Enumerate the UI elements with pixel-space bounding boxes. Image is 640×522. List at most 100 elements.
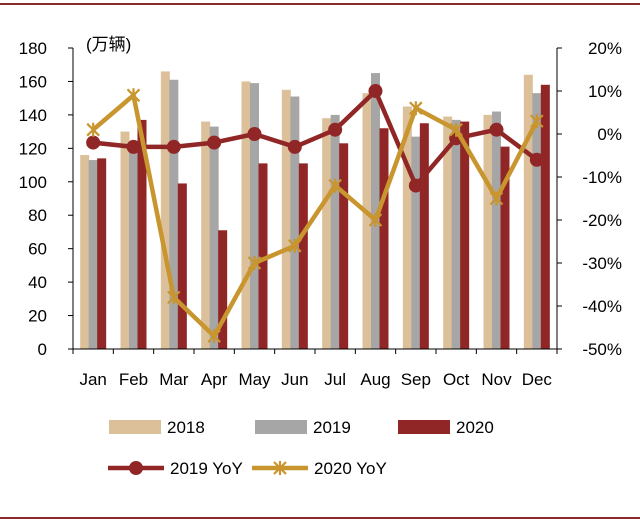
x-tick-label-jan: Jan bbox=[79, 370, 106, 389]
x-tick-label-sep: Sep bbox=[401, 370, 431, 389]
bar-2019-jul bbox=[330, 114, 340, 349]
bar-2019-aug bbox=[371, 73, 380, 349]
bar-2018-jul bbox=[322, 118, 332, 349]
line-2020-yoy bbox=[91, 93, 539, 339]
point-2020-yoy-oct bbox=[449, 122, 463, 137]
left-tick-label: 180 bbox=[19, 39, 47, 58]
bar-2018-sep bbox=[402, 106, 412, 350]
bar-2020-aug bbox=[379, 128, 389, 349]
bar-2020-mar bbox=[177, 183, 187, 349]
unit-label: (万辆) bbox=[86, 35, 131, 54]
point-2019-yoy-mar bbox=[166, 139, 181, 154]
bar-2020-jan bbox=[97, 158, 107, 349]
point-2020-yoy-aug bbox=[368, 213, 383, 227]
left-tick-label: 140 bbox=[19, 106, 47, 125]
legend-swatch-2019 bbox=[255, 420, 307, 434]
bar-2018-dec bbox=[523, 74, 533, 349]
bar-2019-apr bbox=[209, 126, 219, 349]
bar-2020-jul bbox=[339, 143, 349, 349]
bar-2018-apr bbox=[201, 121, 211, 349]
x-tick-label-dec: Dec bbox=[522, 370, 553, 389]
legend: 2018 2019 2020 2019 YoY 2020 YoY bbox=[108, 418, 494, 478]
right-tick-label: -20% bbox=[582, 211, 622, 230]
legend-label-2019: 2019 bbox=[313, 418, 351, 437]
point-2020-yoy-sep bbox=[409, 101, 423, 116]
axes-layer bbox=[68, 47, 562, 354]
bar-2020-nov bbox=[500, 146, 510, 349]
bar-2019-jan bbox=[88, 160, 98, 349]
x-tick-label-feb: Feb bbox=[119, 370, 148, 389]
left-tick-label: 160 bbox=[19, 72, 47, 91]
point-2019-yoy-dec bbox=[529, 152, 544, 167]
legend-label-2018: 2018 bbox=[167, 418, 205, 437]
right-tick-label: -50% bbox=[582, 340, 622, 359]
point-2020-yoy-jan bbox=[86, 122, 100, 137]
point-2019-yoy-aug bbox=[368, 84, 383, 98]
left-tick-label: 120 bbox=[19, 139, 47, 158]
point-2019-yoy-jan bbox=[86, 135, 101, 150]
x-tick-label-mar: Mar bbox=[159, 370, 189, 389]
point-2020-yoy-mar bbox=[167, 290, 181, 305]
legend-label-2019-yoy: 2019 YoY bbox=[170, 459, 243, 478]
point-2020-yoy-dec bbox=[530, 114, 544, 129]
line-2019-yoy bbox=[92, 88, 539, 188]
left-tick-label: 0 bbox=[38, 340, 47, 359]
point-2019-yoy-nov bbox=[489, 122, 504, 137]
bar-2020-dec bbox=[540, 84, 550, 350]
point-2020-yoy-feb bbox=[126, 88, 141, 103]
x-tick-label-jul: Jul bbox=[324, 370, 346, 389]
bar-2020-oct bbox=[460, 121, 470, 349]
left-tick-label: 20 bbox=[28, 307, 47, 326]
bar-2018-aug bbox=[362, 93, 372, 350]
point-2020-yoy-jul bbox=[328, 178, 342, 193]
legend-marker-2019-yoy bbox=[129, 461, 143, 475]
x-tick-label-nov: Nov bbox=[481, 370, 512, 389]
bar-2019-mar bbox=[169, 79, 179, 350]
right-tick-label: -40% bbox=[582, 297, 622, 316]
bar-2019-oct bbox=[451, 119, 461, 350]
bar-2020-feb bbox=[137, 119, 147, 350]
point-2020-yoy-may bbox=[247, 256, 262, 270]
legend-marker-2020-yoy bbox=[273, 461, 287, 475]
point-2020-yoy-nov bbox=[489, 191, 504, 206]
bar-2020-may bbox=[258, 163, 268, 349]
bars-layer bbox=[80, 71, 550, 350]
x-tick-label-oct: Oct bbox=[443, 370, 470, 389]
left-tick-label: 100 bbox=[19, 173, 47, 192]
bar-2019-jun bbox=[290, 96, 300, 349]
point-2019-yoy-may bbox=[247, 127, 262, 141]
left-tick-label: 80 bbox=[28, 206, 47, 225]
x-tick-label-aug: Aug bbox=[360, 370, 390, 389]
bar-2020-apr bbox=[218, 230, 228, 349]
bar-2018-jun bbox=[281, 89, 291, 350]
right-tick-label: 0% bbox=[597, 125, 622, 144]
point-2019-yoy-sep bbox=[408, 178, 423, 193]
bar-2019-dec bbox=[532, 93, 542, 350]
legend-label-2020-yoy: 2020 YoY bbox=[314, 459, 387, 478]
bar-2018-nov bbox=[483, 114, 493, 349]
bar-2019-feb bbox=[129, 141, 138, 349]
bar-2020-sep bbox=[419, 123, 429, 349]
bottom-frame-line bbox=[0, 517, 640, 519]
point-2020-yoy-apr bbox=[207, 329, 221, 344]
point-2020-yoy-jun bbox=[288, 238, 302, 253]
x-tick-label-jun: Jun bbox=[281, 370, 308, 389]
right-tick-label: -10% bbox=[582, 168, 622, 187]
bar-2018-feb bbox=[120, 131, 130, 349]
left-tick-label: 60 bbox=[28, 240, 47, 259]
right-tick-label: 20% bbox=[588, 39, 622, 58]
top-frame-line bbox=[0, 3, 640, 5]
x-tick-label-apr: Apr bbox=[201, 370, 228, 389]
bar-2018-jan bbox=[80, 155, 90, 349]
legend-swatch-2020 bbox=[398, 420, 450, 434]
right-tick-label: -30% bbox=[582, 254, 622, 273]
bar-2018-oct bbox=[443, 116, 453, 349]
bar-2019-nov bbox=[492, 111, 501, 350]
bar-2018-mar bbox=[160, 71, 170, 350]
point-2019-yoy-jun bbox=[287, 139, 302, 154]
legend-swatch-2018 bbox=[109, 420, 161, 434]
bar-2019-sep bbox=[411, 136, 421, 349]
bar-2020-jun bbox=[298, 163, 308, 349]
ticks-layer: 0 20 40 60 80 100 120 140 160 180 -50% -40% -30% -20%… bbox=[19, 39, 622, 389]
